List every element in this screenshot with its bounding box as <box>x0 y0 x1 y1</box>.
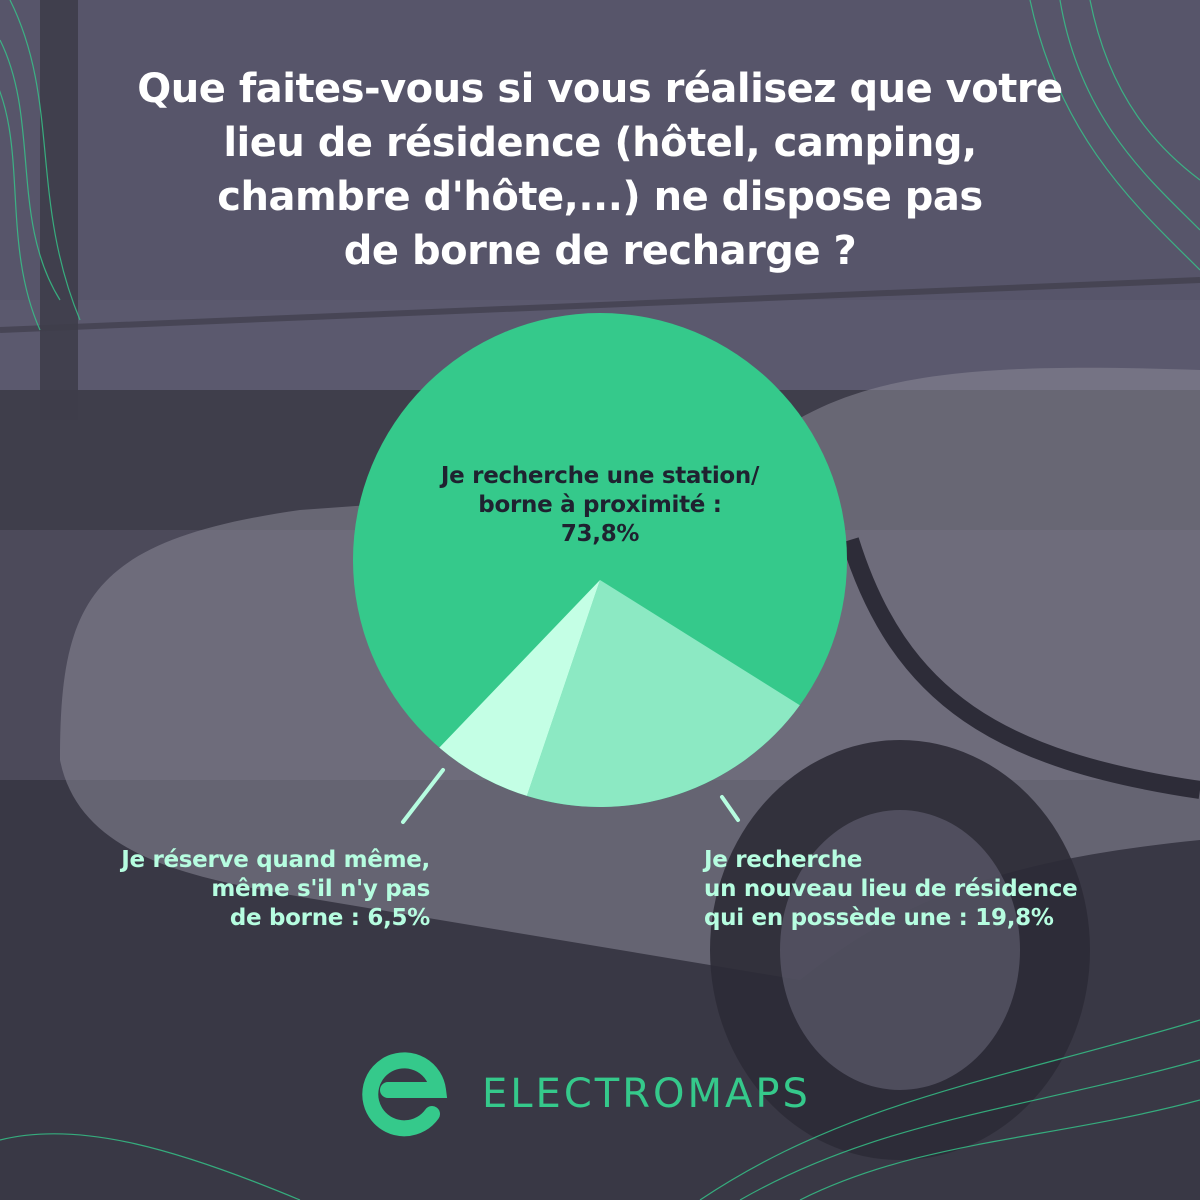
title-line: chambre d'hôte,...) ne dispose pas <box>217 174 983 220</box>
label-line: 73,8% <box>560 521 640 547</box>
brand-name: ELECTROMAPS <box>482 1071 811 1117</box>
label-book-anyway: Je réserve quand même, même s'il n'y pas… <box>40 846 430 933</box>
label-line: Je recherche une station/ <box>440 463 760 489</box>
electromaps-e-logo-icon <box>362 1052 448 1137</box>
label-nearby-station: Je recherche une station/ borne à proxim… <box>380 462 820 549</box>
label-line: un nouveau lieu de résidence <box>704 876 1078 902</box>
pie-slice-book-anyway <box>439 580 600 796</box>
label-line: qui en possède une : 19,8% <box>704 905 1054 931</box>
chart-title: Que faites-vous si vous réalisez que vot… <box>60 62 1140 278</box>
title-line: de borne de recharge ? <box>343 228 857 274</box>
label-new-residence: Je recherche un nouveau lieu de résidenc… <box>704 846 1164 933</box>
title-line: lieu de résidence (hôtel, camping, <box>223 120 977 166</box>
pie-slice-new-residence <box>526 580 800 807</box>
leader-line-book-anyway <box>401 768 445 824</box>
electromaps-logo: ELECTROMAPS <box>362 1046 842 1142</box>
label-line: Je réserve quand même, <box>121 847 430 873</box>
label-line: même s'il n'y pas <box>211 876 430 902</box>
leader-line-new-residence <box>720 795 740 822</box>
label-line: de borne : 6,5% <box>229 905 430 931</box>
label-line: borne à proximité : <box>478 492 722 518</box>
label-line: Je recherche <box>704 847 863 873</box>
title-line: Que faites-vous si vous réalisez que vot… <box>137 66 1063 112</box>
